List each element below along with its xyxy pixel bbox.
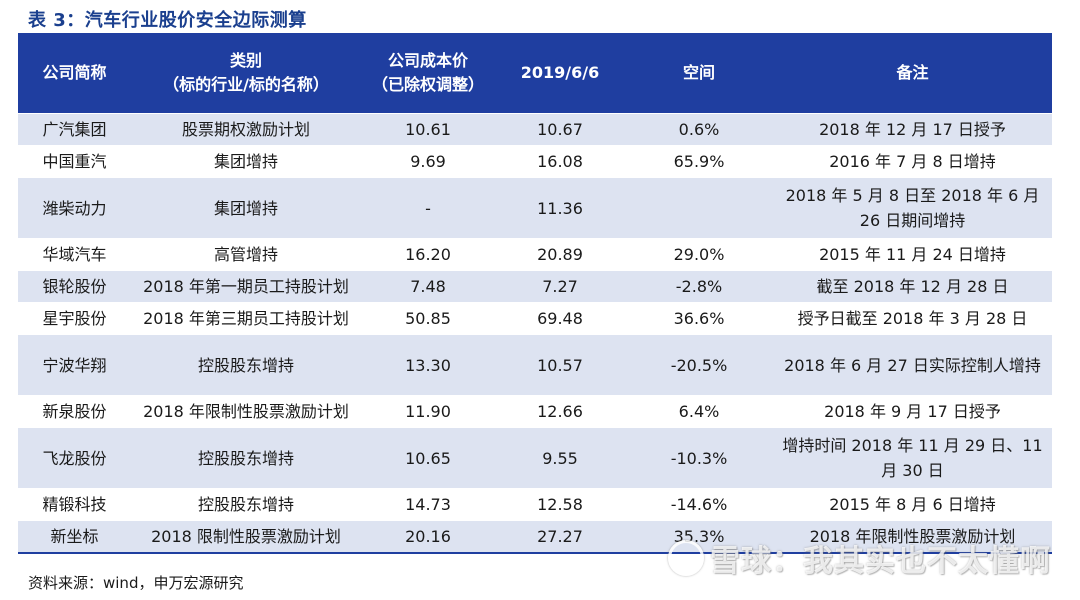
cell-price: 27.27 [495, 520, 625, 554]
cell-cost: 13.30 [361, 334, 495, 396]
cell-company: 新坐标 [18, 520, 131, 554]
cell-cost: 14.73 [361, 488, 495, 521]
cell-space: 6.4% [625, 395, 773, 428]
cell-cost: 10.61 [361, 113, 495, 146]
table-row: 中国重汽 集团增持 9.69 16.08 65.9% 2016 年 7 月 8 … [18, 145, 1052, 178]
source-note: 资料来源：wind，申万宏源研究 [28, 574, 244, 592]
header-cost-line1: 公司成本价 [387, 51, 468, 70]
cell-price: 10.67 [495, 113, 625, 146]
header-cost: 公司成本价 （已除权调整） [361, 33, 495, 114]
table-title: 表 3：汽车行业股价安全边际测算 [28, 10, 307, 31]
cell-price: 12.58 [495, 488, 625, 521]
cell-company: 广汽集团 [18, 113, 131, 146]
table-row: 华域汽车 高管增持 16.20 20.89 29.0% 2015 年 11 月 … [18, 238, 1052, 271]
cell-note: 授予日截至 2018 年 3 月 28 日 [773, 302, 1052, 335]
header-space: 空间 [625, 33, 773, 114]
cell-price: 7.27 [495, 270, 625, 303]
cell-price: 12.66 [495, 395, 625, 428]
cell-space: 0.6% [625, 113, 773, 146]
header-note: 备注 [773, 33, 1052, 114]
cell-cost: 9.69 [361, 145, 495, 178]
header-cost-line2: （已除权调整） [371, 75, 484, 94]
header-category-line2: （标的行业/标的名称） [163, 75, 329, 94]
table-row: 宁波华翔 控股股东增持 13.30 10.57 -20.5% 2018 年 6 … [18, 334, 1052, 396]
cell-category: 集团增持 [131, 145, 361, 178]
cell-cost: 50.85 [361, 302, 495, 335]
header-row: 公司简称 类别 （标的行业/标的名称） 公司成本价 （已除权调整） 2019/6… [18, 33, 1052, 114]
cell-price: 69.48 [495, 302, 625, 335]
cell-price: 9.55 [495, 427, 625, 489]
snowball-logo-icon [668, 540, 704, 576]
cell-category: 集团增持 [131, 177, 361, 239]
cell-company: 宁波华翔 [18, 334, 131, 396]
header-company: 公司简称 [18, 33, 131, 114]
cell-company: 精锻科技 [18, 488, 131, 521]
cell-cost: 7.48 [361, 270, 495, 303]
cell-category: 2018 年第一期员工持股计划 [131, 270, 361, 303]
cell-company: 中国重汽 [18, 145, 131, 178]
cell-note: 2018 年限制性股票激励计划 [773, 520, 1052, 554]
cell-space: -2.8% [625, 270, 773, 303]
cell-category: 控股股东增持 [131, 488, 361, 521]
cell-company: 飞龙股份 [18, 427, 131, 489]
cell-note: 2018 年 12 月 17 日授予 [773, 113, 1052, 146]
cell-note: 2018 年 5 月 8 日至 2018 年 6 月 26 日期间增持 [773, 177, 1052, 239]
cell-category: 股票期权激励计划 [131, 113, 361, 146]
cell-space: 36.6% [625, 302, 773, 335]
cell-category: 控股股东增持 [131, 334, 361, 396]
cell-space: -20.5% [625, 334, 773, 396]
table-row: 新泉股份 2018 年限制性股票激励计划 11.90 12.66 6.4% 20… [18, 395, 1052, 428]
header-category-line1: 类别 [229, 51, 262, 70]
cell-company: 华域汽车 [18, 238, 131, 271]
cell-category: 控股股东增持 [131, 427, 361, 489]
cell-note: 2016 年 7 月 8 日增持 [773, 145, 1052, 178]
cell-cost: - [361, 177, 495, 239]
table-body: 广汽集团 股票期权激励计划 10.61 10.67 0.6% 2018 年 12… [18, 113, 1052, 554]
cell-cost: 11.90 [361, 395, 495, 428]
cell-category: 2018 限制性股票激励计划 [131, 520, 361, 554]
cell-cost: 10.65 [361, 427, 495, 489]
cell-company: 星宇股份 [18, 302, 131, 335]
watermark: 雪球：我其实也不太懂啊 [668, 536, 1051, 580]
table-header: 公司简称 类别 （标的行业/标的名称） 公司成本价 （已除权调整） 2019/6… [18, 33, 1052, 114]
table-row: 星宇股份 2018 年第三期员工持股计划 50.85 69.48 36.6% 授… [18, 302, 1052, 335]
cell-note: 2015 年 11 月 24 日增持 [773, 238, 1052, 271]
table-row: 精锻科技 控股股东增持 14.73 12.58 -14.6% 2015 年 8 … [18, 488, 1052, 521]
cell-note: 2015 年 8 月 6 日增持 [773, 488, 1052, 521]
cell-cost: 16.20 [361, 238, 495, 271]
cell-price: 11.36 [495, 177, 625, 239]
cell-note: 2018 年 6 月 27 日实际控制人增持 [773, 334, 1052, 396]
cell-category: 高管增持 [131, 238, 361, 271]
table-row: 飞龙股份 控股股东增持 10.65 9.55 -10.3% 增持时间 2018 … [18, 427, 1052, 489]
table-container: 公司简称 类别 （标的行业/标的名称） 公司成本价 （已除权调整） 2019/6… [18, 33, 1052, 554]
cell-price: 16.08 [495, 145, 625, 178]
cell-category: 2018 年限制性股票激励计划 [131, 395, 361, 428]
cell-price: 20.89 [495, 238, 625, 271]
header-category: 类别 （标的行业/标的名称） [131, 33, 361, 114]
cell-space: -10.3% [625, 427, 773, 489]
cell-space [625, 177, 773, 239]
cell-space: 29.0% [625, 238, 773, 271]
table-row: 银轮股份 2018 年第一期员工持股计划 7.48 7.27 -2.8% 截至 … [18, 270, 1052, 303]
cell-cost: 20.16 [361, 520, 495, 554]
watermark-text: 雪球：我其实也不太懂啊 [710, 544, 1051, 579]
cell-space: -14.6% [625, 488, 773, 521]
cell-space: 65.9% [625, 145, 773, 178]
header-price: 2019/6/6 [495, 33, 625, 114]
cell-category: 2018 年第三期员工持股计划 [131, 302, 361, 335]
cell-note: 2018 年 9 月 17 日授予 [773, 395, 1052, 428]
cell-price: 10.57 [495, 334, 625, 396]
cell-note: 截至 2018 年 12 月 28 日 [773, 270, 1052, 303]
safety-margin-table: 公司简称 类别 （标的行业/标的名称） 公司成本价 （已除权调整） 2019/6… [18, 33, 1052, 554]
cell-note: 增持时间 2018 年 11 月 29 日、11 月 30 日 [773, 427, 1052, 489]
cell-company: 银轮股份 [18, 270, 131, 303]
cell-company: 潍柴动力 [18, 177, 131, 239]
table-row: 广汽集团 股票期权激励计划 10.61 10.67 0.6% 2018 年 12… [18, 113, 1052, 146]
cell-company: 新泉股份 [18, 395, 131, 428]
table-row: 潍柴动力 集团增持 - 11.36 2018 年 5 月 8 日至 2018 年… [18, 177, 1052, 239]
